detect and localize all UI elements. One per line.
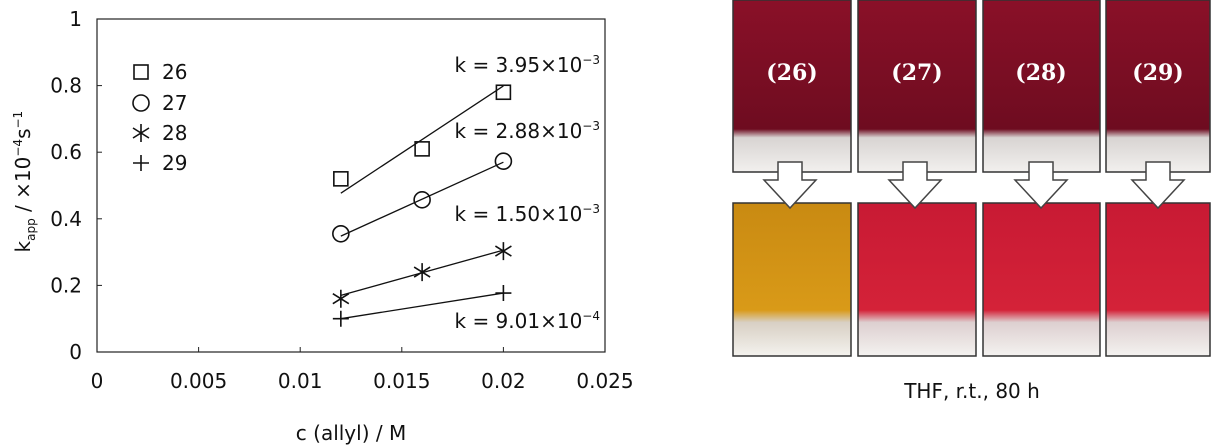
y-axis-label: kapp / ×10−4s−1 <box>3 92 38 285</box>
legend-marker <box>133 95 149 111</box>
legend-marker <box>133 124 149 142</box>
page: {"chart_data": {"type": "scatter", "xlab… <box>0 0 1211 448</box>
annotation: k = 2.88×10−3 <box>455 119 601 143</box>
y-label-part: k <box>11 240 35 252</box>
photo-label: (28) <box>1015 60 1066 86</box>
x-axis-label: c (allyl) / M <box>296 421 406 445</box>
legend-label: 28 <box>162 121 187 145</box>
y-tick-label: 0 <box>69 340 82 364</box>
photo <box>1106 0 1210 172</box>
y-tick-label: 0.6 <box>50 140 82 164</box>
annotation: k = 1.50×10−3 <box>455 202 601 226</box>
annotation-text: k = 3.95×10 <box>455 53 583 77</box>
marker <box>334 172 348 186</box>
photo-panel <box>733 0 1210 356</box>
annotation-text: k = 1.50×10 <box>455 202 583 226</box>
photo-label: (27) <box>891 60 942 86</box>
figure: (26) (27) (28) (29) THF, r.t., 80 h c (a… <box>0 0 1211 448</box>
photo <box>733 203 851 356</box>
marker <box>333 311 349 327</box>
y-tick-label: 0.8 <box>50 74 82 98</box>
y-label-part: / ×10 <box>11 157 35 219</box>
legend-label: 26 <box>162 60 187 84</box>
legend-label: 27 <box>162 91 187 115</box>
x-tick-label: 0 <box>91 369 104 393</box>
marker <box>495 153 511 169</box>
marker <box>414 263 430 281</box>
photo <box>1106 203 1210 356</box>
annotation-text: k = 9.01×10 <box>455 309 583 333</box>
x-tick-label: 0.01 <box>278 369 323 393</box>
annotation: k = 9.01×10−4 <box>455 309 601 333</box>
marker <box>495 285 511 301</box>
annotation-text: k = 2.88×10 <box>455 119 583 143</box>
annotation-exponent: −3 <box>582 53 600 67</box>
x-tick-label: 0.015 <box>373 369 430 393</box>
annotation-exponent: −3 <box>582 119 600 133</box>
photo <box>983 0 1100 172</box>
annotation-exponent: −4 <box>582 309 600 323</box>
photo <box>858 203 976 356</box>
photo-label: (29) <box>1132 60 1183 86</box>
marker <box>333 290 349 308</box>
legend-marker <box>134 65 148 79</box>
marker <box>415 142 429 156</box>
annotation: k = 3.95×10−3 <box>455 53 601 77</box>
legend-item: 29 <box>133 151 187 175</box>
y-tick-label: 0.4 <box>50 207 82 231</box>
y-label-part: −4 <box>11 139 25 157</box>
legend-label: 29 <box>162 151 187 175</box>
legend-marker <box>133 155 149 171</box>
legend-item: 26 <box>134 60 187 84</box>
y-label-part: app <box>24 218 38 241</box>
marker <box>496 85 510 99</box>
legend-item: 27 <box>133 91 187 115</box>
y-tick-label: 1 <box>69 7 82 31</box>
annotation-exponent: −3 <box>582 202 600 216</box>
legend-item: 28 <box>133 121 187 145</box>
x-tick-label: 0.005 <box>170 369 227 393</box>
x-tick-label: 0.025 <box>576 369 633 393</box>
x-tick-label: 0.02 <box>481 369 526 393</box>
photo <box>858 0 976 172</box>
y-label-part: −1 <box>11 111 25 129</box>
caption: THF, r.t., 80 h <box>903 379 1040 403</box>
y-tick-label: 0.2 <box>50 273 82 297</box>
photo <box>983 203 1100 356</box>
photo <box>733 0 851 172</box>
y-label-part: s <box>11 129 35 139</box>
photo-label: (26) <box>766 60 817 86</box>
